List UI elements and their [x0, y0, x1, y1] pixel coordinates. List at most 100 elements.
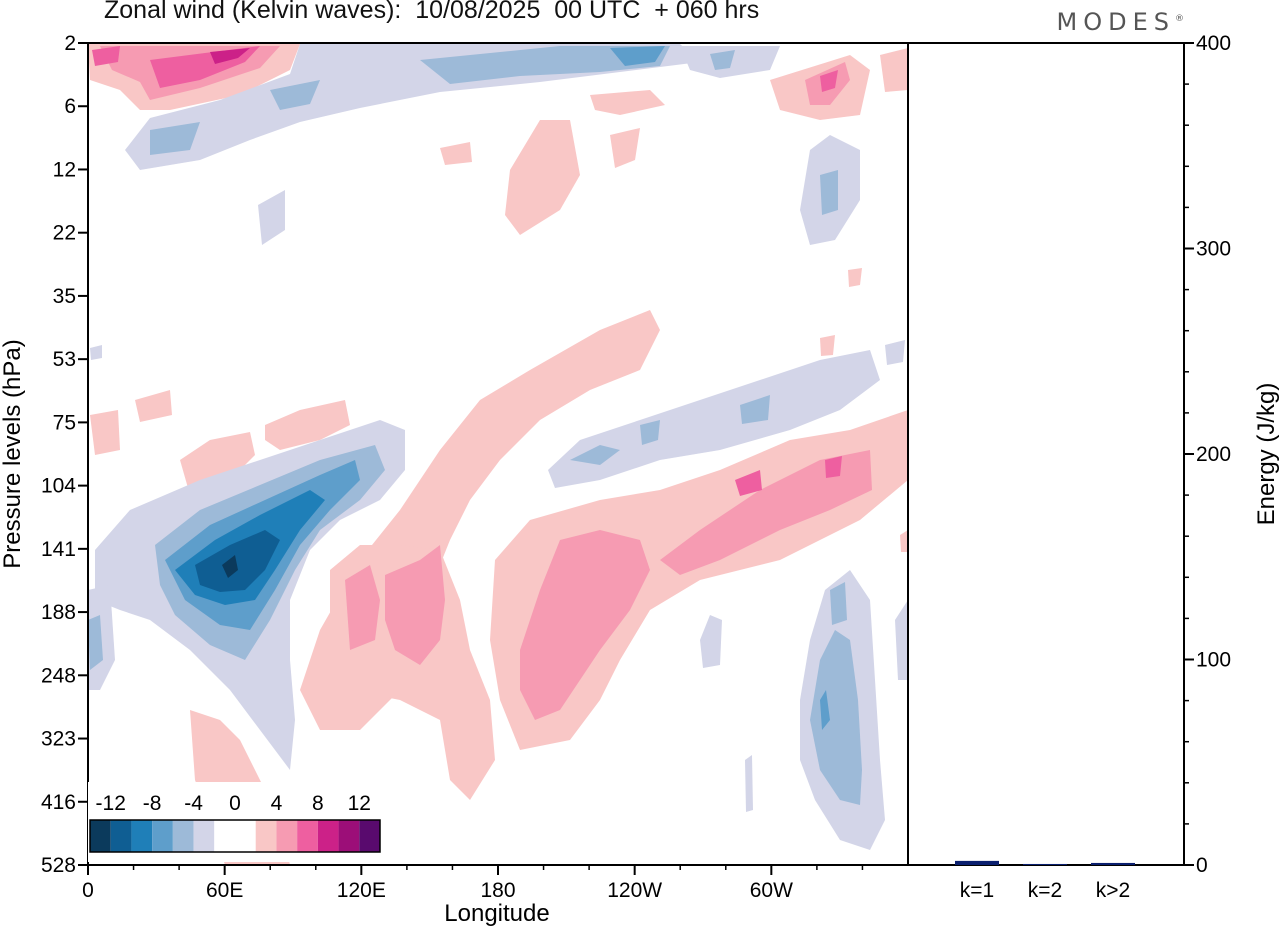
energy-tick-label: 300 [1196, 238, 1231, 261]
contour-region [735, 470, 762, 496]
contour-region [548, 350, 880, 488]
contour-region [610, 46, 665, 66]
contour-region [195, 530, 280, 592]
colorbar-swatch [152, 820, 173, 852]
colorbar-swatch [255, 820, 277, 852]
colorbar-label: -8 [143, 792, 162, 815]
pressure-axis: 2 6 12 22 35 53 75 104 141 188 248 323 416 528 [41, 32, 88, 877]
contour-region [848, 268, 862, 287]
contour-region [440, 142, 472, 165]
energy-bar [1091, 862, 1135, 865]
contour-region [895, 600, 908, 680]
contour-region [520, 530, 650, 720]
contour-region [385, 545, 445, 665]
contour-region [700, 615, 722, 668]
contour-region [885, 340, 905, 365]
pressure-tick-label: 323 [41, 728, 76, 751]
energy-category-label: k=1 [960, 879, 994, 902]
contour-region [258, 190, 285, 245]
contour-region [265, 400, 350, 450]
colorbar-label: -12 [96, 792, 126, 815]
contour-region [745, 755, 753, 812]
pressure-tick-label: 75 [53, 411, 76, 434]
pressure-tick-label: 104 [41, 475, 76, 498]
y-axis-title: Pressure levels (hPa) [0, 339, 26, 568]
contour-region [505, 120, 580, 235]
colorbar-swatch [131, 820, 153, 852]
energy-bar [1023, 863, 1067, 865]
brand-registered-mark: ® [1175, 14, 1184, 24]
longitude-tick-label: 180 [480, 879, 515, 902]
colorbar-swatch [214, 820, 235, 852]
colorbar-label: 0 [229, 792, 241, 815]
contour-region [820, 70, 838, 92]
colorbar-swatch [276, 820, 298, 852]
longitude-tick-label: 120W [607, 879, 662, 902]
pressure-tick-label: 2 [64, 32, 76, 55]
colorbar-swatch [317, 820, 339, 852]
contour-region [210, 48, 250, 64]
colorbar-swatch [172, 820, 194, 852]
energy-tick-label: 0 [1196, 854, 1208, 877]
contour-region [88, 615, 103, 670]
colorbar-label: 8 [312, 792, 324, 815]
energy-categories: k=1 k=2 k>2 [960, 879, 1130, 902]
colorbar-outline [89, 819, 381, 853]
colorbar-label: -4 [184, 792, 203, 815]
contour-region [590, 90, 665, 115]
contour-region [180, 432, 255, 495]
contour-region [900, 530, 908, 552]
contour-region [420, 46, 670, 84]
energy-tick-label: 200 [1196, 443, 1231, 466]
contour-region [92, 46, 120, 66]
longitude-axis: 0 60E 120E 180 120W 60W [82, 865, 864, 902]
contour-region [135, 390, 172, 422]
energy-axis: 0 100 200 300 400 [1184, 32, 1231, 877]
x-axis-title: Longitude [444, 900, 549, 927]
contour-region [820, 170, 838, 215]
pressure-tick-label: 528 [41, 854, 76, 877]
contour-region [820, 335, 835, 356]
pressure-tick-label: 35 [53, 285, 76, 308]
pressure-tick-label: 53 [53, 348, 76, 371]
contour-region [710, 50, 735, 70]
longitude-tick-label: 60E [206, 879, 243, 902]
energy-tick-label: 400 [1196, 32, 1231, 55]
contour-region [345, 565, 380, 650]
colorbar-swatch [90, 820, 111, 852]
energy-tick-label: 100 [1196, 649, 1231, 672]
pressure-tick-label: 141 [41, 538, 76, 561]
contour-region [125, 44, 700, 170]
colorbar-swatch [193, 820, 215, 852]
energy-bars [955, 860, 1135, 865]
colorbar-label: 4 [271, 792, 283, 815]
energy-category-label: k>2 [1096, 879, 1130, 902]
longitude-tick-label: 60W [750, 879, 793, 902]
colorbar-label: 12 [348, 792, 371, 815]
contour-region [90, 345, 102, 360]
contour-region [660, 450, 872, 575]
contour-region [90, 410, 120, 455]
longitude-tick-label: 120E [337, 879, 386, 902]
colorbar-swatch [235, 820, 256, 852]
contour-region [825, 456, 842, 478]
colorbar-swatch [359, 820, 380, 852]
contour-region [270, 80, 320, 110]
pressure-tick-label: 188 [41, 601, 76, 624]
pressure-tick-label: 12 [53, 158, 76, 181]
energy-category-label: k=2 [1028, 879, 1062, 902]
contour-region [222, 555, 238, 578]
brand-name: MODES [1056, 8, 1175, 36]
contour-region [880, 48, 908, 92]
colorbar: -12 -8 -4 0 4 8 12 [88, 782, 384, 862]
contour-region [810, 630, 862, 805]
colorbar-swatch [338, 820, 360, 852]
pressure-tick-label: 22 [53, 222, 76, 245]
contour-region [830, 582, 847, 625]
pressure-tick-label: 416 [41, 791, 76, 814]
contour-region [610, 128, 640, 168]
contour-region [740, 395, 770, 424]
colorbar-swatch [110, 820, 132, 852]
energy-axis-title: Energy (J/kg) [1253, 383, 1280, 526]
brand-logo: MODES® [1057, 8, 1184, 36]
